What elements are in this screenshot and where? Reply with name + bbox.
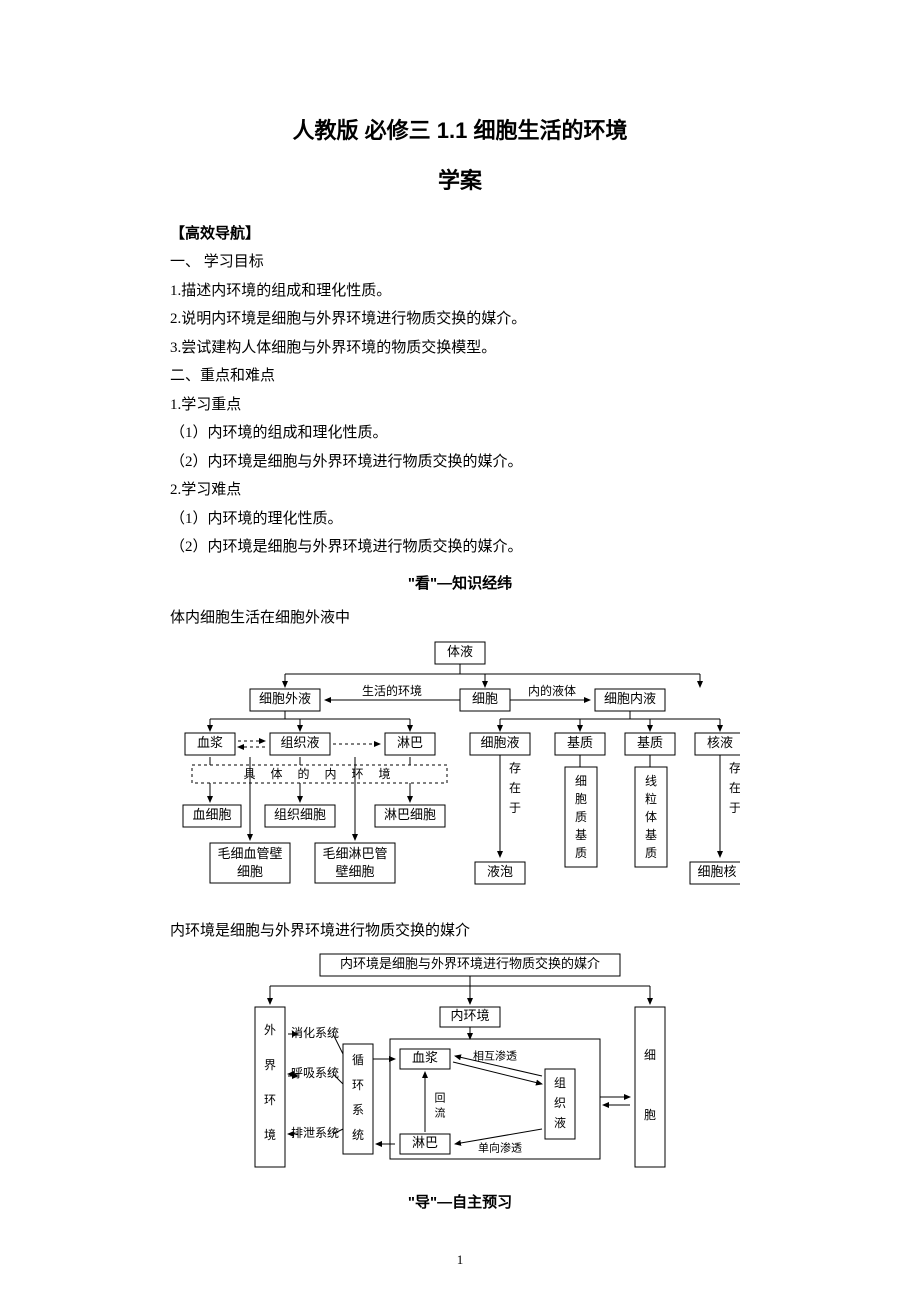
node-xibao: 细胞 <box>472 691 498 706</box>
node-jizhi: 基质 <box>567 735 593 750</box>
node-heye: 核液 <box>707 735 733 750</box>
svg-text:在: 在 <box>729 781 740 795</box>
node-linbaxibao: 淋巴细胞 <box>384 807 436 822</box>
see-line-2: 内环境是细胞与外界环境进行物质交换的媒介 <box>170 917 750 946</box>
node-d2-header: 内环境是细胞与外界环境进行物质交换的媒介 <box>340 956 600 971</box>
doc-title-2: 学案 <box>170 160 750 202</box>
svg-text:质: 质 <box>575 810 587 824</box>
node-waiye: 细胞外液 <box>259 691 311 706</box>
svg-text:质: 质 <box>645 846 657 860</box>
svg-text:环: 环 <box>264 1093 276 1107</box>
svg-text:流: 流 <box>435 1106 446 1120</box>
edge-neihuanjing: 具 体 的 内 环 境 <box>243 765 396 780</box>
kp-item: （2）内环境是细胞与外界环境进行物质交换的媒介。 <box>170 448 750 477</box>
node-xibaoye: 细胞液 <box>480 735 519 750</box>
node-maoxilinba: 毛细淋巴管 <box>322 846 387 861</box>
nav-heading: 【高效导航】 <box>170 220 750 249</box>
node-maoxixueguan2: 细胞 <box>237 864 263 879</box>
diagram-2-svg: 内环境是细胞与外界环境进行物质交换的媒介 外 界 环 境 内环境 细 胞 消化系… <box>245 949 675 1179</box>
node-d2-nei: 内环境 <box>450 1008 489 1023</box>
svg-text:外: 外 <box>264 1023 276 1037</box>
node-d2-linba: 淋巴 <box>412 1135 438 1150</box>
node-yepao: 液泡 <box>487 864 513 879</box>
svg-text:体: 体 <box>645 810 657 824</box>
svg-text:境: 境 <box>264 1127 276 1142</box>
node-maoxilinba2: 壁细胞 <box>335 864 374 879</box>
svg-text:于: 于 <box>729 801 740 815</box>
svg-text:组: 组 <box>554 1076 566 1090</box>
svg-text:界: 界 <box>264 1058 276 1072</box>
goals-heading: 一、 学习目标 <box>170 248 750 277</box>
svg-text:于: 于 <box>509 801 521 815</box>
svg-text:细: 细 <box>575 774 587 788</box>
see-heading: "看"—知识经纬 <box>170 570 750 599</box>
node-neiye: 细胞内液 <box>604 691 656 706</box>
svg-text:循: 循 <box>352 1053 364 1067</box>
keypoints-heading: 二、重点和难点 <box>170 362 750 391</box>
svg-text:液: 液 <box>554 1115 566 1130</box>
svg-text:胞: 胞 <box>644 1108 656 1122</box>
svg-text:统: 统 <box>352 1128 364 1142</box>
edge-neide: 内的液体 <box>528 682 576 697</box>
node-xiaohua: 消化系统 <box>291 1026 339 1040</box>
kp-item: （1）内环境的组成和理化性质。 <box>170 419 750 448</box>
svg-text:存: 存 <box>729 761 740 775</box>
node-xuejiang: 血浆 <box>197 735 223 750</box>
diagram-1-svg: 体液 细胞外液 细胞 细胞内液 生活的环境 内的液体 <box>180 637 740 907</box>
page-number: 1 <box>170 1248 750 1273</box>
svg-text:胞: 胞 <box>575 792 587 806</box>
svg-text:细: 细 <box>644 1048 656 1062</box>
svg-text:基: 基 <box>645 828 657 842</box>
guide-heading: "导"—自主预习 <box>170 1189 750 1218</box>
node-zuzhi: 组织液 <box>280 735 319 750</box>
document-page: 人教版 必修三 1.1 细胞生活的环境 学案 【高效导航】 一、 学习目标 1.… <box>0 0 920 1312</box>
goal-item: 3.尝试建构人体细胞与外界环境的物质交换模型。 <box>170 334 750 363</box>
svg-text:回: 回 <box>435 1092 446 1105</box>
kp-item: （2）内环境是细胞与外界环境进行物质交换的媒介。 <box>170 533 750 562</box>
svg-text:系: 系 <box>352 1103 364 1117</box>
node-d2-xuejiang: 血浆 <box>412 1050 438 1065</box>
doc-title-1: 人教版 必修三 1.1 细胞生活的环境 <box>170 110 750 152</box>
diagram-2: 内环境是细胞与外界环境进行物质交换的媒介 外 界 环 境 内环境 细 胞 消化系… <box>170 949 750 1179</box>
svg-text:存: 存 <box>509 761 521 775</box>
node-linba: 淋巴 <box>397 735 423 750</box>
node-huxi: 呼吸系统 <box>291 1066 339 1080</box>
edge-shenghuo: 生活的环境 <box>362 682 422 697</box>
diagram-1: 体液 细胞外液 细胞 细胞内液 生活的环境 内的液体 <box>170 637 750 907</box>
node-maoxixueguan: 毛细血管壁 <box>217 846 282 861</box>
svg-text:在: 在 <box>509 781 521 795</box>
svg-text:质: 质 <box>575 846 587 860</box>
node-jizhi2: 基质 <box>637 735 663 750</box>
svg-text:环: 环 <box>352 1078 364 1092</box>
see-line-1: 体内细胞生活在细胞外液中 <box>170 604 750 633</box>
edge-danxiang: 单向渗透 <box>478 1141 522 1155</box>
node-paixie: 排泄系统 <box>291 1126 339 1140</box>
svg-text:织: 织 <box>554 1096 566 1110</box>
goal-item: 1.描述内环境的组成和理化性质。 <box>170 277 750 306</box>
node-tiye: 体液 <box>447 644 473 659</box>
edge-xianghu: 相互渗透 <box>473 1049 517 1063</box>
goal-item: 2.说明内环境是细胞与外界环境进行物质交换的媒介。 <box>170 305 750 334</box>
kp-sub1: 1.学习重点 <box>170 391 750 420</box>
svg-text:基: 基 <box>575 828 587 842</box>
svg-text:粒: 粒 <box>645 791 657 806</box>
node-zuzhixibao: 组织细胞 <box>274 807 326 822</box>
kp-item: （1）内环境的理化性质。 <box>170 505 750 534</box>
kp-sub2: 2.学习难点 <box>170 476 750 505</box>
node-xuexibao: 血细胞 <box>192 807 231 822</box>
svg-text:线: 线 <box>645 774 657 788</box>
node-xibaohe: 细胞核 <box>697 864 736 879</box>
